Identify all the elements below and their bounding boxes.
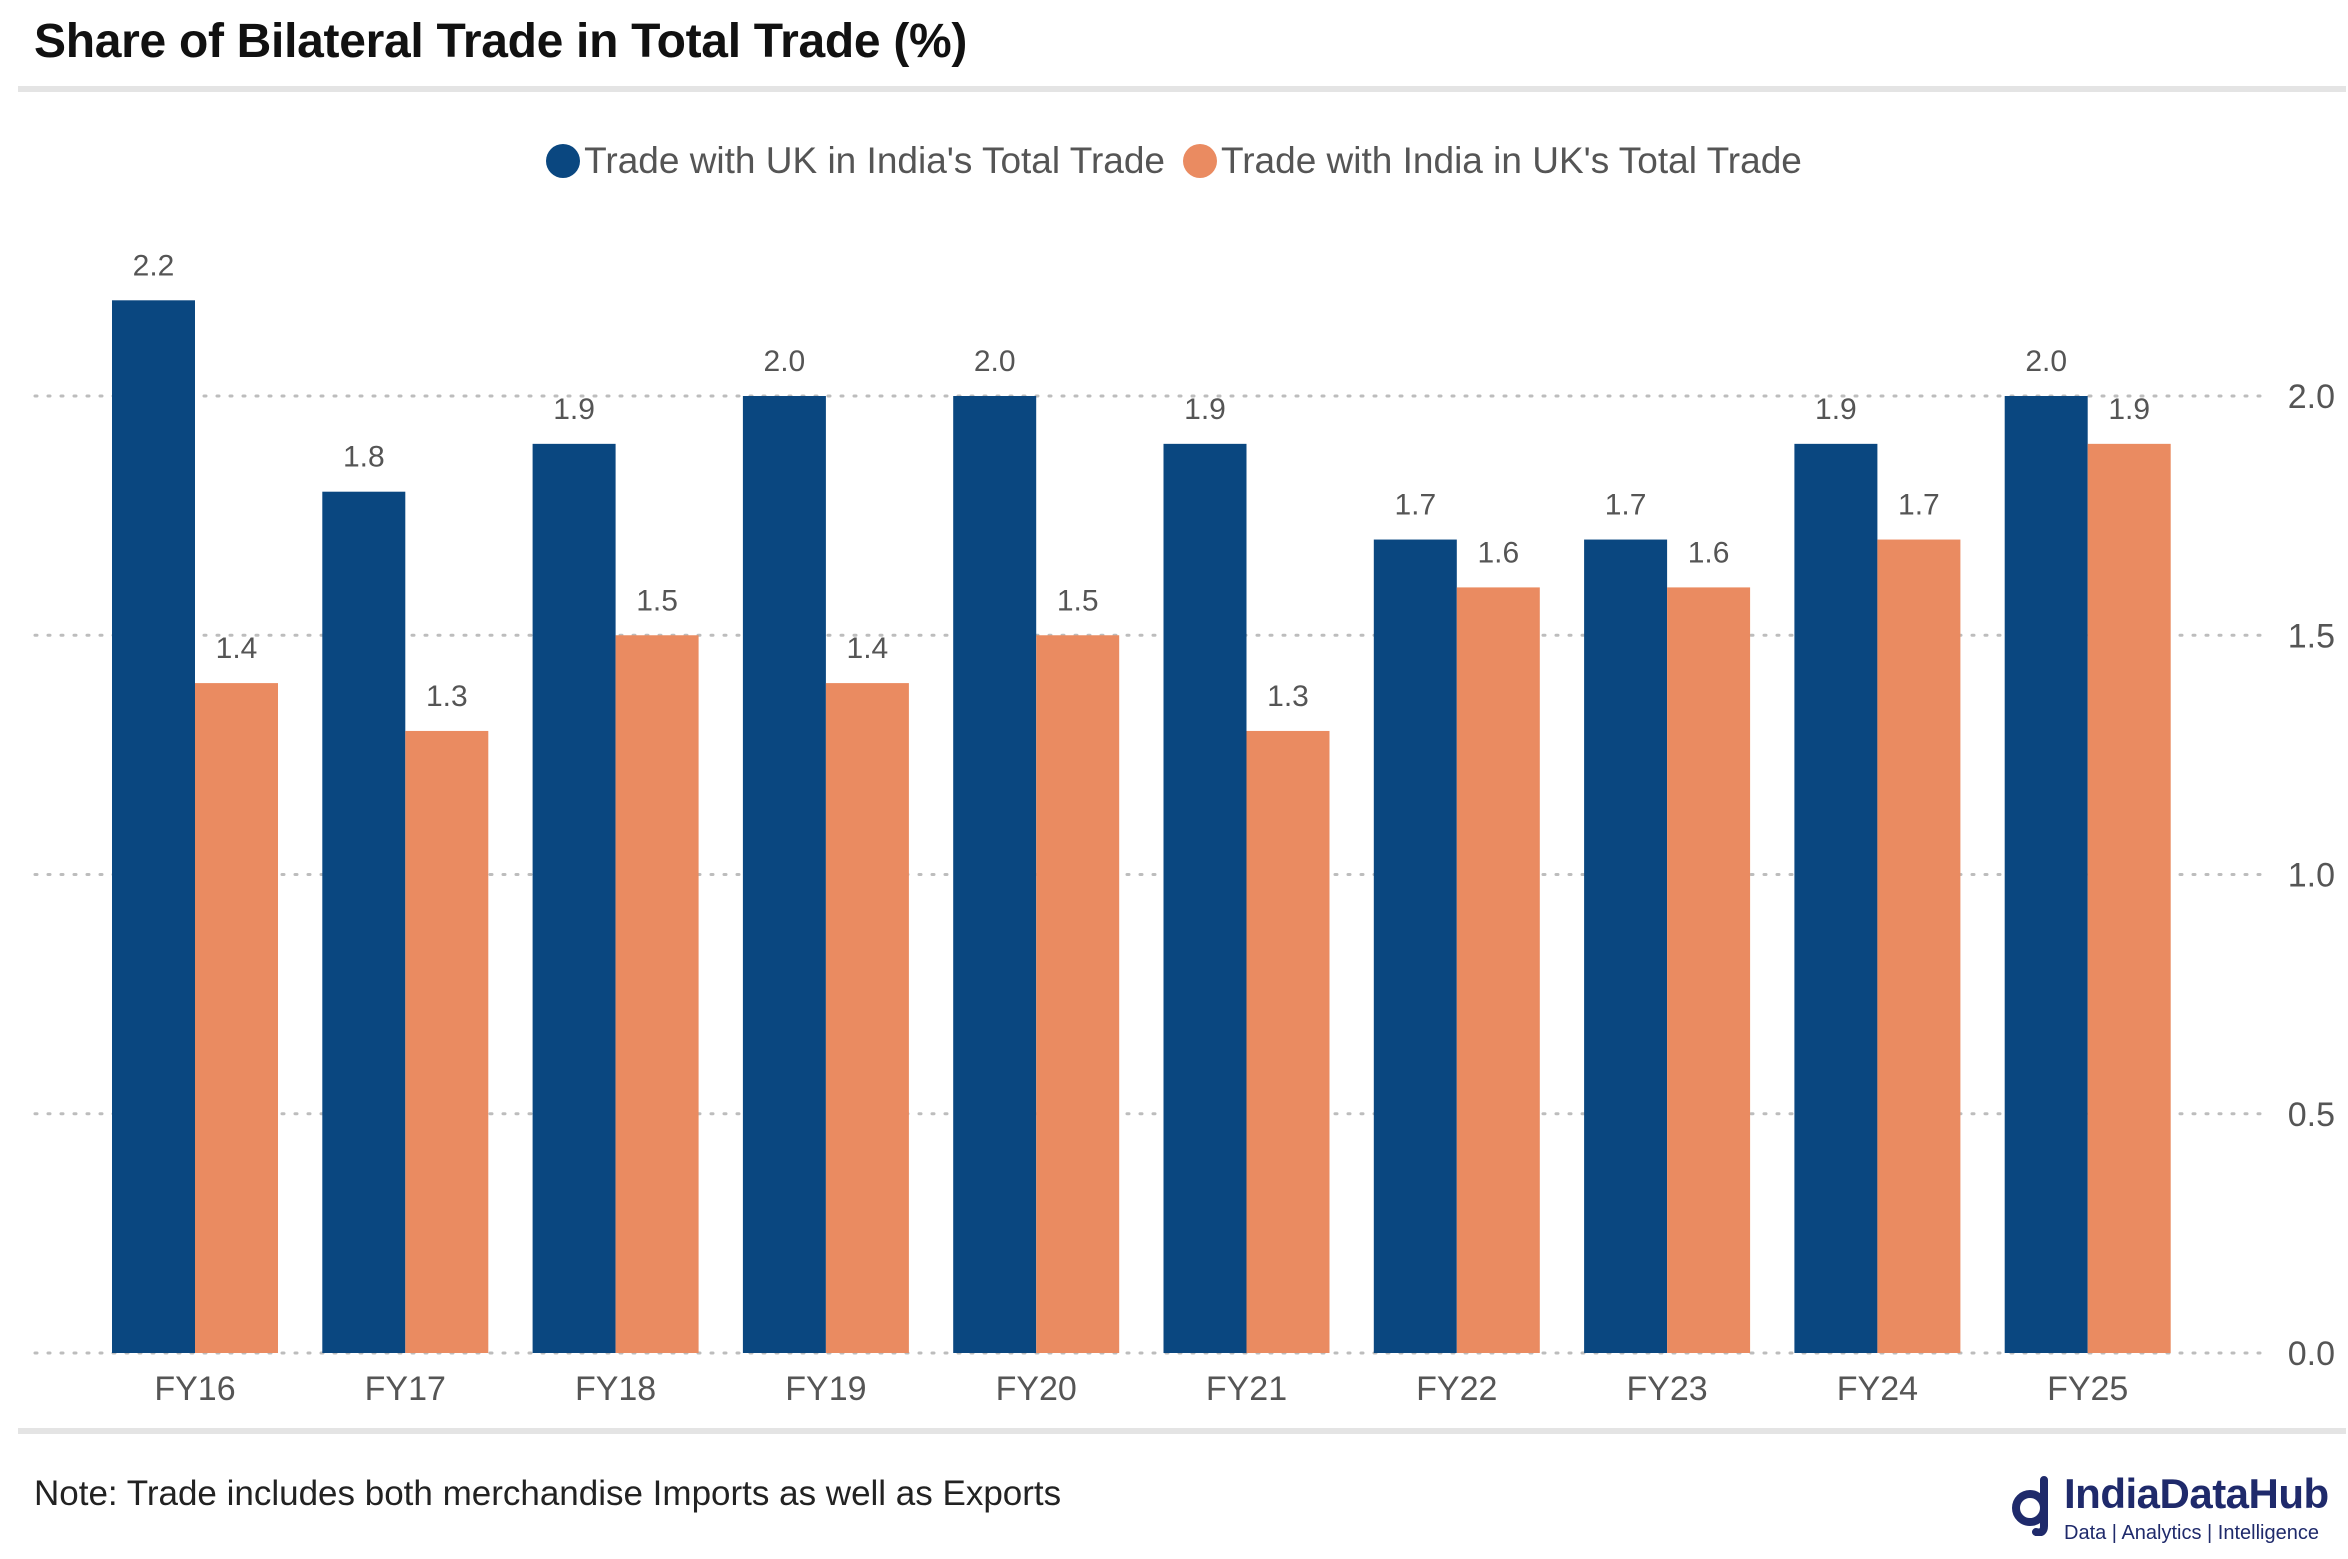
bar-series1 (2004, 396, 2088, 1353)
legend-label-series2: Trade with India in UK's Total Trade (1221, 140, 1802, 181)
bar-series2 (1036, 635, 1120, 1353)
legend-marker-series1-icon (546, 144, 581, 178)
bar-series1 (1584, 539, 1668, 1353)
bar-series2 (195, 683, 278, 1353)
bar-series2 (1456, 587, 1540, 1353)
footnote: Note: Trade includes both merchandise Im… (34, 1474, 1062, 1513)
data-label-series1: 1.7 (1394, 489, 1436, 522)
x-tick-label: FY21 (1206, 1370, 1287, 1408)
bar-series2 (2087, 443, 2171, 1354)
data-label-series2: 1.6 (1688, 536, 1730, 569)
x-tick-label: FY19 (785, 1370, 866, 1408)
data-label-series2: 1.3 (426, 680, 468, 713)
bar-series1 (532, 443, 616, 1354)
x-tick-label: FY17 (365, 1370, 446, 1408)
data-label-series1: 2.0 (764, 345, 806, 378)
data-label-series1: 1.7 (1605, 489, 1647, 522)
data-label-series1: 2.0 (974, 345, 1016, 378)
legend-item-series2[interactable]: Trade with India in UK's Total Trade (1183, 140, 1802, 182)
indiadatahub-logo-icon (2012, 1476, 2048, 1536)
data-label-series1: 1.8 (343, 441, 385, 474)
legend-marker-series2-icon (1183, 144, 1217, 178)
x-tick-label: FY22 (1416, 1370, 1497, 1408)
data-label-series2: 1.4 (847, 632, 889, 665)
bar-chart: 0.0 0.5 1.0 1.5 2.0 2.2 1.4 FY16 1.8 1.3 FY17 1.9 1.… (33, 249, 2335, 1408)
data-label-series2: 1.5 (636, 584, 678, 617)
data-label-series2: 1.9 (2108, 393, 2150, 426)
brand-name: IndiaDataHub (2064, 1470, 2329, 1517)
x-tick-label: FY24 (1837, 1370, 1918, 1408)
bar-series1 (1373, 539, 1457, 1353)
y-tick-label: 0.5 (2288, 1096, 2335, 1134)
data-label-series1: 2.0 (2025, 345, 2067, 378)
data-label-series2: 1.6 (1477, 536, 1519, 569)
x-tick-label: FY23 (1626, 1370, 1707, 1408)
legend-label-series1: Trade with UK in India's Total Trade (584, 140, 1165, 181)
x-tick-label: FY20 (996, 1370, 1077, 1408)
y-tick-label: 2.0 (2288, 378, 2335, 416)
bar-series1 (322, 491, 406, 1353)
brand-tagline: Data | Analytics | Intelligence (2064, 1522, 2319, 1544)
x-tick-label: FY16 (154, 1370, 235, 1408)
legend-item-series1[interactable]: Trade with UK in India's Total Trade (546, 140, 1165, 182)
chart-title: Share of Bilateral Trade in Total Trade … (34, 15, 968, 68)
data-label-series1: 1.9 (553, 393, 595, 426)
bar-series1 (112, 300, 195, 1353)
data-label-series1: 2.2 (133, 249, 175, 282)
x-tick-label: FY25 (2047, 1370, 2128, 1408)
bar-series2 (1667, 587, 1751, 1353)
bar-series2 (615, 635, 699, 1353)
bar-series1 (953, 396, 1037, 1353)
data-label-series1: 1.9 (1184, 393, 1226, 426)
data-label-series2: 1.3 (1267, 680, 1309, 713)
title-divider (18, 86, 2346, 92)
data-label-series1: 1.9 (1815, 393, 1857, 426)
data-label-series2: 1.5 (1057, 584, 1099, 617)
bar-series2 (825, 683, 909, 1353)
x-tick-label: FY18 (575, 1370, 656, 1408)
bar-series2 (1246, 730, 1330, 1353)
chart-legend: Trade with UK in India's Total Trade Tra… (0, 140, 2348, 182)
y-tick-label: 1.0 (2288, 857, 2335, 895)
bar-series2 (1877, 539, 1961, 1353)
footer-divider (18, 1428, 2346, 1434)
y-tick-label: 1.5 (2288, 617, 2335, 655)
bar-series2 (405, 730, 489, 1353)
data-label-series2: 1.4 (216, 632, 258, 665)
bar-series1 (1794, 443, 1878, 1354)
bar-series1 (1163, 443, 1247, 1354)
bar-series1 (742, 396, 826, 1353)
y-tick-label: 0.0 (2288, 1335, 2335, 1373)
brand-block[interactable]: IndiaDataHub Data | Analytics | Intellig… (2008, 1470, 2338, 1550)
data-label-series2: 1.7 (1898, 489, 1940, 522)
